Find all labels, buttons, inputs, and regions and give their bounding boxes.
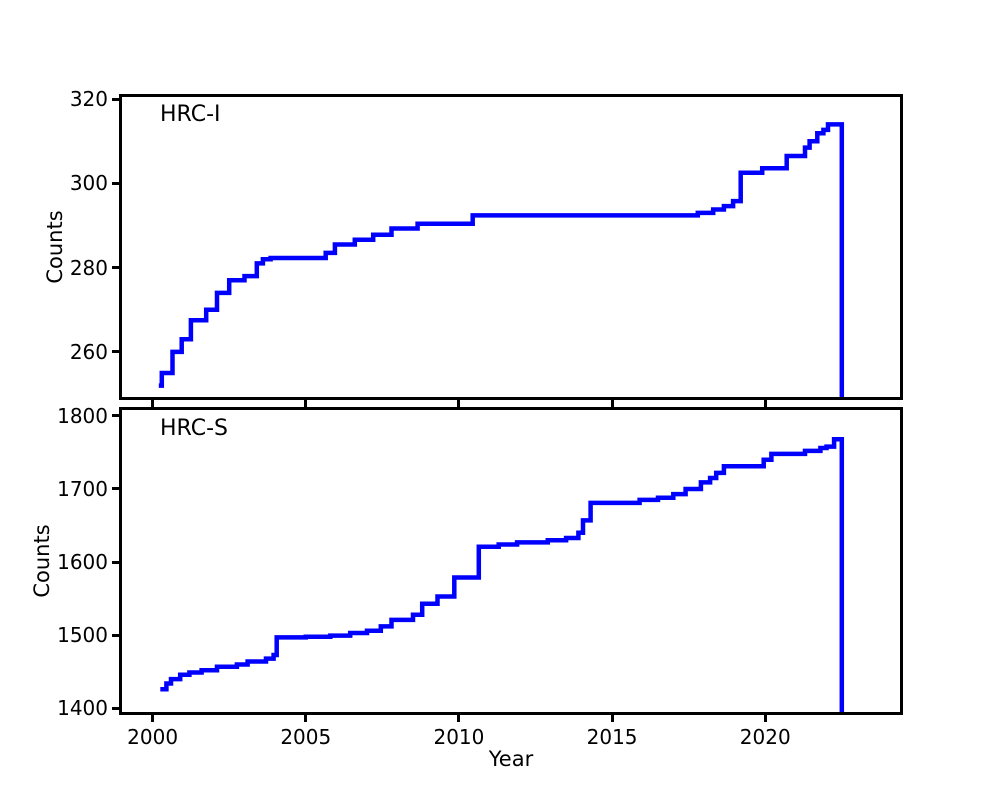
x-tick-label: 2010 (433, 725, 485, 749)
y-tick (112, 350, 119, 354)
y-tick-label: 1800 (57, 403, 108, 428)
step-line-path (158, 122, 845, 397)
x-tick-label: 2000 (127, 725, 179, 749)
x-tick (457, 715, 461, 722)
panel-label-hrc-i: HRC-I (160, 102, 221, 127)
x-tick-label: 2020 (739, 725, 791, 749)
y-tick-label: 300 (69, 171, 108, 196)
axes-panel-hrc-i (119, 94, 903, 400)
x-tick (151, 715, 155, 722)
y-tick-label: 320 (69, 87, 108, 112)
y-tick (112, 487, 119, 491)
x-tick-label: 2005 (280, 725, 332, 749)
x-tick (151, 400, 155, 407)
x-tick (304, 715, 308, 722)
x-tick (763, 715, 767, 722)
step-line-path (160, 436, 845, 712)
y-tick (112, 633, 119, 637)
y-tick (112, 266, 119, 270)
y-tick-label: 1500 (57, 623, 108, 648)
series-line-hrc-i (158, 122, 845, 397)
panel-label-hrc-s: HRC-S (160, 416, 228, 441)
y-tick-label: 1600 (57, 550, 108, 575)
y-tick (112, 560, 119, 564)
x-tick (610, 715, 614, 722)
y-tick-label: 260 (69, 339, 108, 364)
y-tick (112, 414, 119, 418)
x-tick-label: 2015 (586, 725, 638, 749)
y-axis-label-top: Counts (43, 210, 67, 284)
y-tick (112, 97, 119, 101)
x-tick (304, 400, 308, 407)
y-tick-label: 1400 (57, 696, 108, 721)
x-tick (610, 400, 614, 407)
x-axis-label: Year (488, 747, 534, 771)
y-tick-label: 1700 (57, 476, 108, 501)
series-line-hrc-s (160, 436, 845, 712)
x-tick (763, 400, 767, 407)
y-tick (112, 706, 119, 710)
y-tick (112, 181, 119, 185)
axes-panel-hrc-s (119, 407, 903, 715)
y-tick-label: 280 (69, 255, 108, 280)
x-tick (457, 400, 461, 407)
